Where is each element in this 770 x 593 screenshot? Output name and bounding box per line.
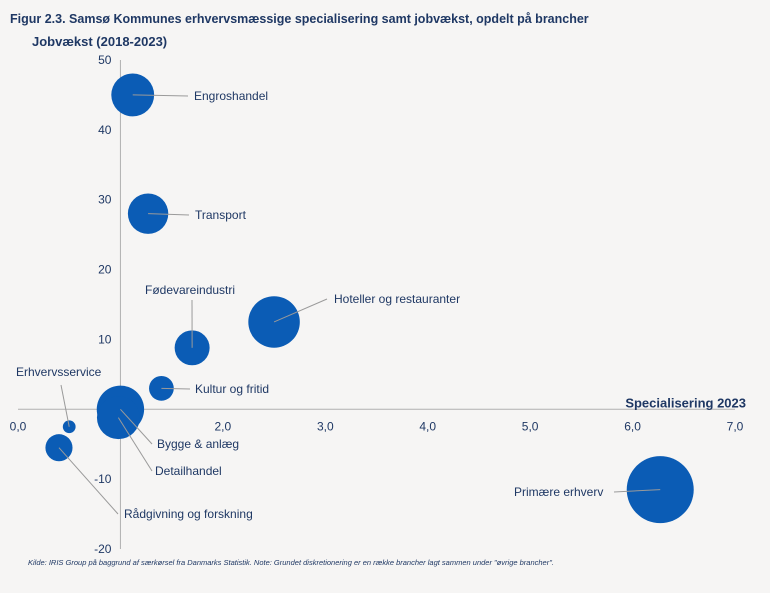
point-label: Primære erhverv	[514, 485, 603, 499]
x-tick-label: 0,0	[10, 419, 27, 433]
leader-lines	[58, 94, 661, 515]
y-tick-label: -10	[94, 472, 112, 486]
x-tick-label: 5,0	[522, 419, 539, 433]
y-axis-title: Jobvækst (2018-2023)	[32, 34, 167, 49]
y-tick-label: 30	[98, 193, 112, 207]
y-tick-label: 40	[98, 123, 112, 137]
x-tick-label: 3,0	[317, 419, 334, 433]
point-labels: Engroshandel Transport Fødevareindustri Hot…	[16, 89, 603, 521]
tick-labels: 0,01,02,03,04,05,06,07,050403020100-10-2…	[10, 53, 744, 556]
y-tick-label: 10	[98, 332, 112, 346]
leader-line	[60, 384, 70, 427]
leader-line	[58, 447, 119, 515]
leader-line	[117, 417, 153, 472]
point-label: Engroshandel	[194, 89, 268, 103]
leader-line	[132, 94, 189, 97]
x-tick-label: 4,0	[419, 419, 436, 433]
y-tick-label: -20	[94, 542, 112, 556]
bubble	[149, 375, 174, 401]
leader-line	[273, 298, 328, 323]
x-axis-title: Specialisering 2023	[625, 395, 746, 410]
leader-line	[120, 408, 153, 445]
point-label: Erhvervsservice	[16, 365, 102, 379]
point-label: Transport	[195, 208, 247, 222]
leader-line	[613, 489, 661, 493]
y-tick-label: 20	[98, 263, 112, 277]
point-label: Bygge & anlæg	[157, 437, 239, 451]
point-label: Fødevareindustri	[145, 283, 235, 297]
point-label: Hoteller og restauranter	[334, 292, 460, 306]
point-label: Kultur og fritid	[195, 382, 269, 396]
x-tick-label: 7,0	[727, 419, 744, 433]
point-label: Rådgivning og forskning	[124, 507, 253, 521]
source-note: Kilde: IRIS Group på baggrund af særkørs…	[28, 558, 554, 567]
figure-title: Figur 2.3. Samsø Kommunes erhvervsmæssig…	[10, 12, 589, 26]
y-tick-label: 50	[98, 53, 112, 67]
leader-line	[148, 213, 190, 216]
x-tick-label: 6,0	[624, 419, 641, 433]
leader-line	[161, 387, 191, 390]
point-label: Detailhandel	[155, 464, 222, 478]
x-tick-label: 2,0	[215, 419, 232, 433]
